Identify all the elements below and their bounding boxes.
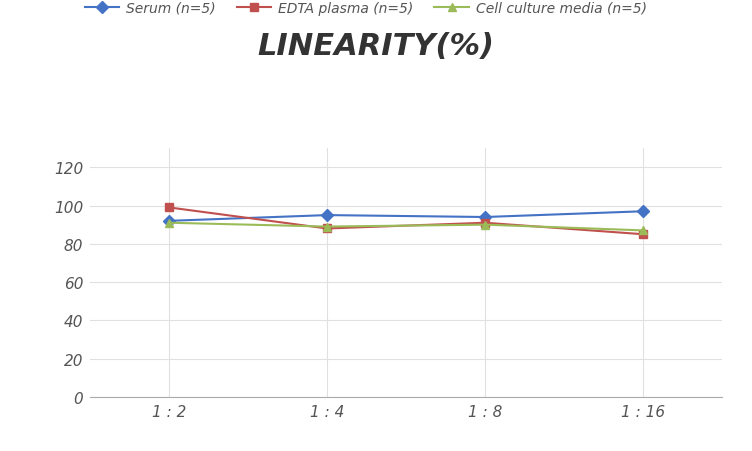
- EDTA plasma (n=5): [638, 232, 647, 237]
- Cell culture media (n=5): [638, 228, 647, 234]
- Cell culture media (n=5): [481, 222, 490, 228]
- Legend: Serum (n=5), EDTA plasma (n=5), Cell culture media (n=5): Serum (n=5), EDTA plasma (n=5), Cell cul…: [84, 2, 647, 16]
- Cell culture media (n=5): [165, 221, 174, 226]
- Cell culture media (n=5): [323, 224, 332, 230]
- EDTA plasma (n=5): [165, 205, 174, 211]
- Serum (n=5): [323, 213, 332, 218]
- Serum (n=5): [638, 209, 647, 215]
- Line: Cell culture media (n=5): Cell culture media (n=5): [165, 219, 647, 235]
- Line: EDTA plasma (n=5): EDTA plasma (n=5): [165, 204, 647, 239]
- Line: Serum (n=5): Serum (n=5): [165, 207, 647, 226]
- Serum (n=5): [481, 215, 490, 220]
- Text: LINEARITY(%): LINEARITY(%): [257, 32, 495, 60]
- EDTA plasma (n=5): [323, 226, 332, 232]
- EDTA plasma (n=5): [481, 221, 490, 226]
- Serum (n=5): [165, 219, 174, 224]
